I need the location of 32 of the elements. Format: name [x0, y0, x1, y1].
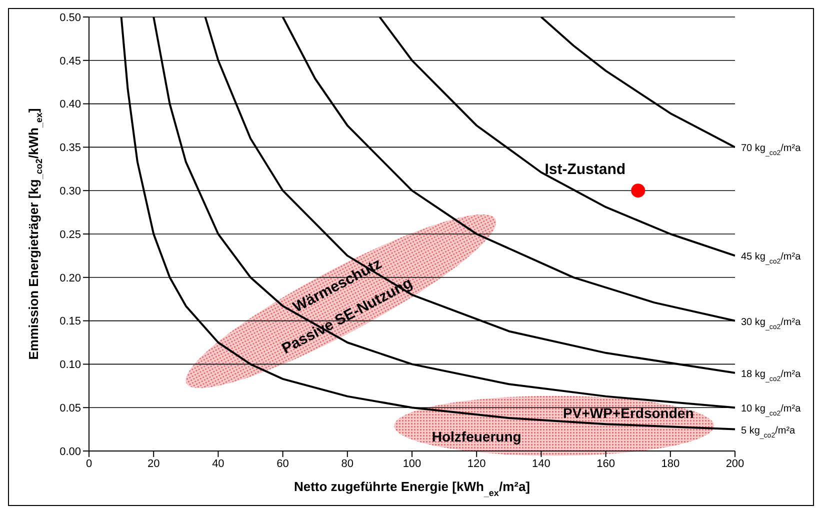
y-tick-label: 0.00: [60, 446, 81, 458]
x-tick-label: 180: [661, 458, 680, 470]
series-label: 5 kg$_{_co2}$/m²a: [741, 425, 796, 439]
x-tick-label: 140: [532, 458, 550, 470]
series-label: 45 kg$_{_co2}$/m²a: [741, 252, 802, 266]
y-tick-label: 0.25: [60, 228, 81, 241]
annotation: PV+WP+Erdsonden: [563, 404, 694, 421]
series-label: 30 kg$_{_co2}$/m²a: [741, 316, 802, 330]
x-tick-label: 0: [86, 458, 92, 470]
annotation: Holzfeuerung: [432, 428, 522, 445]
y-tick-label: 0.10: [60, 359, 81, 372]
series-label: 18 kg$_{_co2}$/m²a: [741, 368, 802, 382]
y-tick-label: 0.20: [60, 272, 81, 284]
x-axis-title: Netto zugeführte Energie [kWh$_{_ex}$/m²a]: [294, 479, 530, 498]
series-label: Ist-Zustand: [544, 161, 626, 178]
x-tick-label: 80: [341, 458, 354, 470]
y-tick-label: 0.45: [60, 55, 81, 68]
y-tick-label: 0.50: [60, 12, 81, 24]
y-tick-label: 0.05: [60, 402, 81, 415]
y-tick-label: 0.35: [60, 142, 81, 154]
x-tick-label: 200: [726, 458, 744, 470]
y-tick-label: 0.40: [60, 98, 81, 111]
y-tick-label: 0.15: [60, 316, 81, 328]
series-label: 70 kg$_{_co2}$/m²a: [741, 143, 802, 157]
x-tick-label: 160: [596, 458, 615, 470]
x-tick-label: 100: [402, 458, 422, 470]
y-tick-label: 0.30: [60, 186, 81, 198]
x-tick-label: 20: [147, 458, 160, 470]
x-tick-label: 60: [276, 458, 289, 470]
x-tick-label: 120: [467, 458, 486, 470]
series-label: 10 kg$_{_co2}$/m²a: [741, 404, 802, 418]
x-tick-label: 40: [212, 458, 224, 470]
